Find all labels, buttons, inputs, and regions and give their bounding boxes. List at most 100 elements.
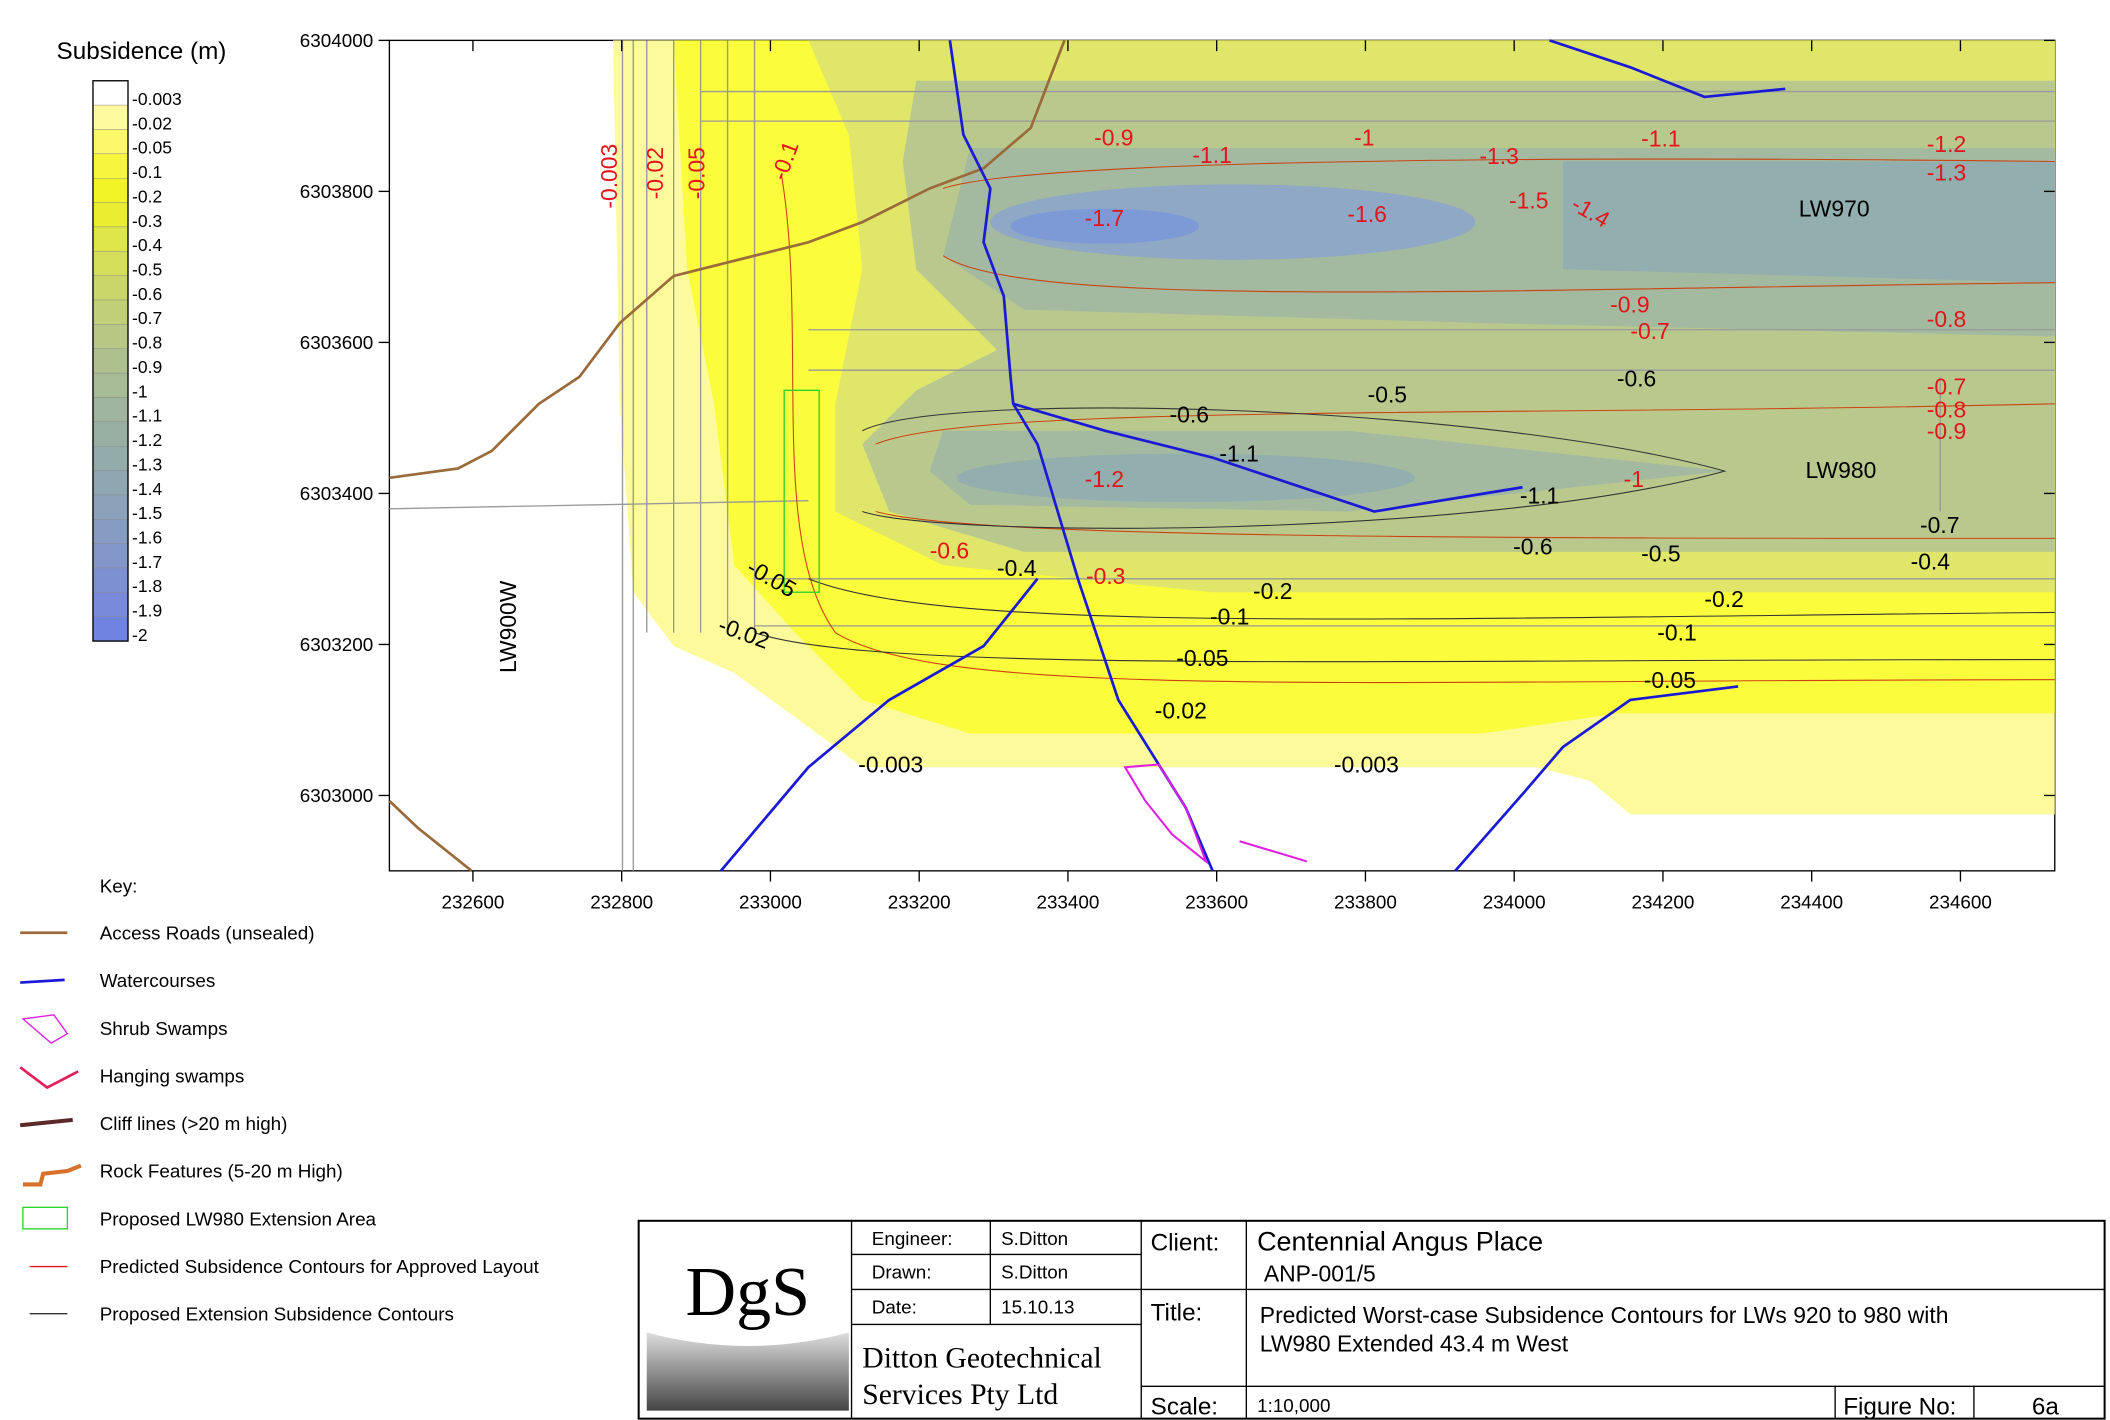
contour-label: -1.1 [1520,482,1559,508]
scale-swatch [93,544,128,568]
legend-title: Subsidence (m) [57,38,227,65]
key-label: Hanging swamps [100,1065,245,1086]
x-tick-label: 232600 [441,892,504,913]
contour-label: -0.02 [1155,698,1207,724]
y-tick-label: 6304000 [300,30,373,51]
key-label: Proposed LW980 Extension Area [100,1208,377,1229]
field-label: Scale: [1151,1394,1218,1420]
title-block: DgS Ditton Geotechnical Services Pty Ltd… [639,1221,2105,1420]
scale-label: -0.6 [132,284,162,304]
scale-label: -1 [132,381,148,401]
contour-label: LW980 [1805,457,1876,483]
scale-swatch [93,349,128,373]
contour-label: LW970 [1799,196,1870,222]
scale-label: -1.7 [132,552,162,572]
contour-label: -0.003 [858,752,923,778]
x-tick-label: 233600 [1185,892,1248,913]
scale-label: -0.3 [132,211,162,231]
key-label: Watercourses [100,970,216,991]
contour-label: -1.3 [1479,143,1518,169]
contour-label: -0.6 [1513,534,1552,560]
contour-label: -0.4 [1911,548,1951,574]
contour-label: -0.02 [642,147,668,199]
zone-max-980 [957,454,1415,502]
scale-label: -0.003 [132,89,182,109]
scale-label: -1.4 [132,479,162,499]
title: Predicted Worst-case Subsidence Contours… [1260,1302,1949,1328]
contour-label: -1.7 [1085,205,1124,231]
field-label: Client: [1151,1229,1220,1256]
y-tick-label: 6303800 [300,181,373,202]
x-tick-label: 233400 [1036,892,1099,913]
contour-label: -0.003 [1334,752,1399,778]
key-title: Key: [100,875,138,896]
contour-label: -1.1 [1641,126,1680,152]
scale-label: -0.7 [132,308,162,328]
scale-swatch [93,81,128,105]
scale-label: -0.5 [132,260,162,280]
contour-label: -0.2 [1704,586,1743,612]
contour-label: -0.5 [1368,381,1407,407]
scale-label: -0.1 [132,162,162,182]
scale-swatch [93,276,128,300]
scale-label: -0.8 [132,333,162,353]
contour-label: -1 [1624,466,1644,492]
key-icon [20,980,64,983]
field-value: 15.10.13 [1001,1297,1074,1318]
scale-label: -1.9 [132,601,162,621]
contour-label: -0.9 [1927,418,1966,444]
contour-label: -0.05 [1176,645,1228,671]
key-icon [23,1166,81,1185]
key-icon [20,1067,78,1087]
x-tick-label: 234600 [1929,892,1992,913]
company: Services Pty Ltd [862,1379,1058,1411]
scale-swatch [93,617,128,641]
scale-label: -0.05 [132,138,172,158]
scale-swatch [93,519,128,543]
key-label: Access Roads (unsealed) [100,922,315,943]
map-area: -0.003-0.02-0.05-0.1-0.9-1.1-1-1.3-1.1-1… [300,30,2055,912]
company: Ditton Geotechnical [862,1343,1101,1375]
field-label: Engineer: [872,1228,953,1249]
scale-label: -1.3 [132,454,162,474]
x-tick-label: 233000 [739,892,802,913]
x-tick-label: 234400 [1780,892,1843,913]
field-label: Date: [872,1297,917,1318]
scale-label: -2 [132,625,148,645]
contour-label: -0.5 [1641,540,1680,566]
key-label: Shrub Swamps [100,1018,228,1039]
contour-label: -0.2 [1253,578,1292,604]
contour-label: -0.6 [1170,402,1209,428]
contour-label: -1.5 [1509,188,1548,214]
contour-label: -0.003 [596,144,622,209]
contour-label: -0.05 [684,147,710,199]
contour-label: -0.8 [1927,306,1966,332]
key-label: Proposed Extension Subsidence Contours [100,1304,454,1325]
scale-label: -0.4 [132,235,162,255]
contour-label: -0.4 [997,555,1037,581]
scale-swatch [93,446,128,470]
contour-label: -1.2 [1927,131,1966,157]
key-icon [20,1120,73,1125]
scale-label: -0.9 [132,357,162,377]
key-icon [23,1207,67,1229]
key-label: Cliff lines (>20 m high) [100,1113,288,1134]
field-label: Title: [1151,1299,1203,1326]
scale-swatch [93,105,128,129]
contour-label: -0.3 [1086,563,1125,589]
scale-label: -1.2 [132,430,162,450]
contour-label: -0.05 [1644,667,1696,693]
x-tick-label: 233200 [888,892,951,913]
field-value: S.Ditton [1001,1228,1068,1249]
x-tick-label: 234000 [1483,892,1546,913]
scale-swatch [93,300,128,324]
scale-swatch [93,178,128,202]
scale-swatch [93,495,128,519]
contour-label: -1 [1354,124,1374,150]
contour-label: -1.1 [1219,441,1258,467]
y-tick-label: 6303600 [300,332,373,353]
figure-no: 6a [2032,1394,2059,1420]
field-label: Drawn: [872,1262,932,1283]
contour-label: -0.7 [1920,512,1959,538]
key-label: Rock Features (5-20 m High) [100,1161,343,1182]
